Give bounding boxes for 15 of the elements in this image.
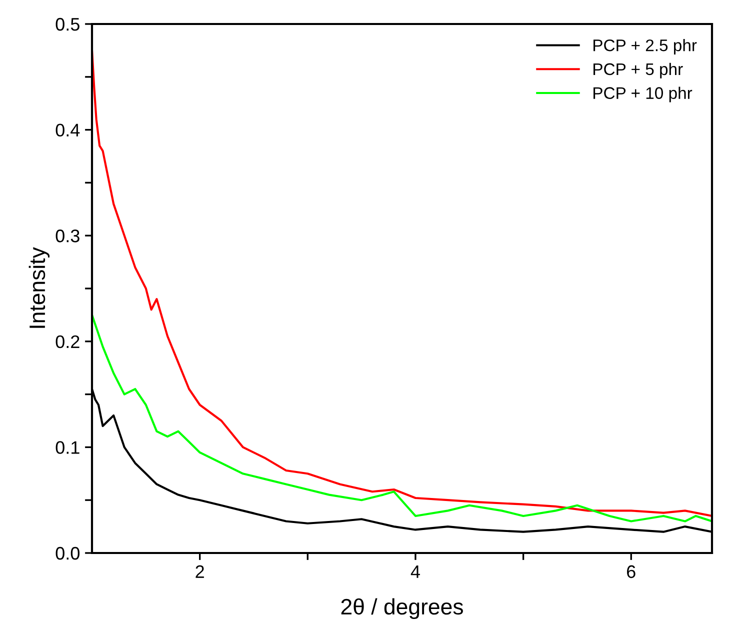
y-tick-label: 0.3 xyxy=(56,230,80,242)
x-tick-label: 4 xyxy=(410,565,420,578)
line-series xyxy=(92,314,712,522)
y-tick-label: 0.2 xyxy=(56,335,80,348)
legend-label: PCP + 2.5 phr xyxy=(594,39,697,55)
x-tick-label: 6 xyxy=(627,565,636,578)
y-axis-title: Intensity xyxy=(28,247,50,328)
y-tick-label: 0.0 xyxy=(56,546,80,560)
legend-label: PCP + 5 phr xyxy=(594,62,683,78)
x-axis-title: 2θ / degrees xyxy=(341,598,463,620)
legend-label: PCP + 10 phr xyxy=(594,86,692,102)
x-tick-label: 2 xyxy=(196,565,204,578)
y-tick-label: 0.5 xyxy=(56,18,80,31)
y-tick-label: 0.1 xyxy=(56,441,80,454)
y-tick-label: 0.4 xyxy=(56,124,80,137)
